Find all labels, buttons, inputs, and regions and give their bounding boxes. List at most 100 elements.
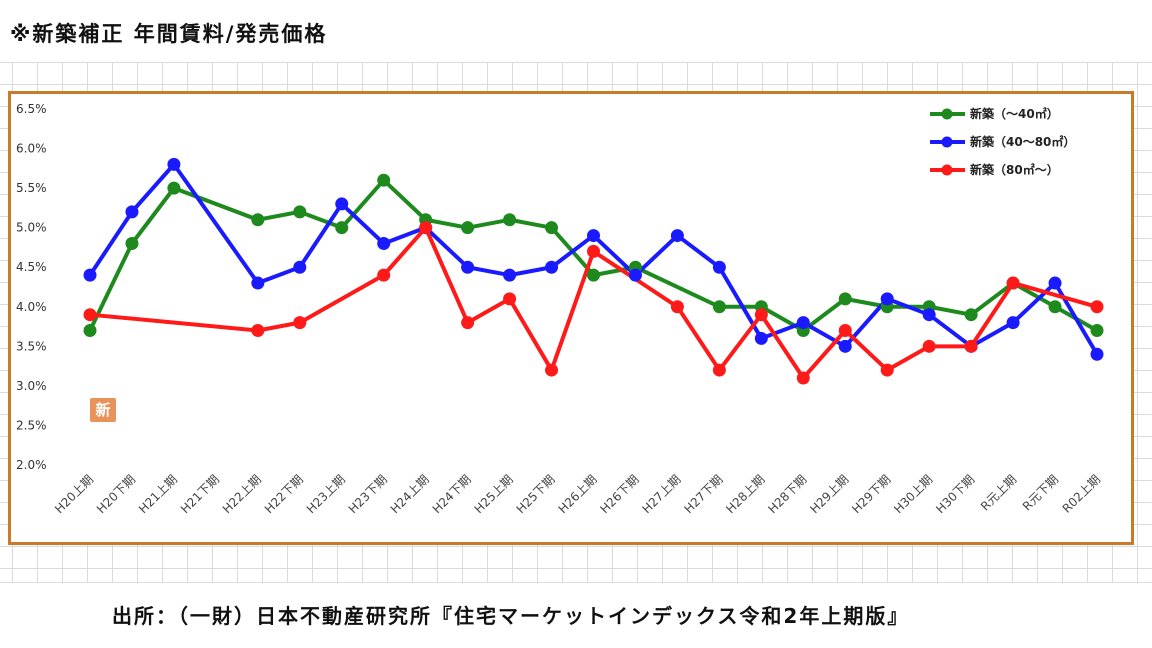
x-tick-label: H21下期 — [178, 472, 222, 516]
data-point — [125, 205, 139, 219]
data-point — [377, 236, 391, 250]
data-point — [1048, 300, 1062, 314]
x-tick-label: R02上期 — [1060, 472, 1104, 516]
y-tick-label: 4.0% — [16, 300, 47, 314]
data-point — [1006, 276, 1020, 290]
legend: 新築（～40㎡） 新築（40～80㎡） 新築（80㎡～） — [930, 106, 1075, 177]
data-point — [83, 268, 97, 282]
data-point — [335, 221, 349, 235]
data-point — [293, 205, 307, 219]
data-point — [1090, 324, 1104, 338]
data-point — [167, 181, 181, 195]
y-axis-ticks: 2.0% 2.5% 3.0% 3.5% 4.0% 4.5% 5.0% 5.5% 6.0% 6.5% — [16, 102, 47, 472]
data-point — [1090, 300, 1104, 314]
y-tick-label: 5.0% — [16, 221, 47, 235]
x-tick-label: H28下期 — [765, 472, 809, 516]
x-tick-label: H30上期 — [891, 472, 935, 516]
data-point — [838, 339, 852, 353]
data-point — [587, 229, 600, 243]
data-point — [754, 331, 768, 345]
data-point — [293, 316, 307, 330]
data-point — [712, 300, 726, 314]
x-tick-label: H27上期 — [639, 472, 683, 516]
x-tick-label: H26下期 — [598, 472, 642, 516]
x-tick-label: H20上期 — [52, 472, 96, 516]
data-point — [670, 300, 684, 314]
x-tick-label: H20下期 — [94, 472, 138, 516]
data-point — [83, 324, 97, 338]
data-point — [545, 260, 559, 274]
y-tick-label: 6.5% — [16, 102, 47, 116]
source-note: 出所：（一財）日本不動産研究所『住宅マーケットインデックス令和2年上期版』 — [112, 604, 910, 628]
data-point — [545, 221, 559, 235]
data-point — [670, 229, 684, 243]
y-tick-label: 2.5% — [16, 418, 47, 432]
page-title: ※新築補正 年間賃料/発売価格 — [10, 22, 328, 46]
data-point — [922, 308, 936, 322]
data-point — [754, 308, 768, 322]
series-line-2 — [88, 162, 1099, 356]
x-tick-label: H25上期 — [472, 472, 516, 516]
data-point — [880, 363, 894, 377]
legend-label: 新築（80㎡～） — [970, 162, 1059, 177]
data-point — [251, 324, 265, 338]
data-point — [587, 268, 600, 282]
data-point — [796, 316, 810, 330]
series-points — [83, 157, 1104, 385]
y-tick-label: 3.0% — [16, 379, 47, 393]
data-point — [964, 308, 978, 322]
title-band — [0, 0, 1152, 63]
x-tick-label: H22下期 — [262, 472, 306, 516]
legend-label: 新築（40～80㎡） — [970, 134, 1075, 149]
data-point — [796, 371, 810, 385]
x-tick-label: H30下期 — [933, 472, 977, 516]
x-tick-label: H29上期 — [807, 472, 851, 516]
data-point — [1006, 316, 1020, 330]
legend-marker — [941, 108, 953, 120]
x-tick-label: H27下期 — [681, 472, 725, 516]
x-tick-label: R元上期 — [978, 472, 1019, 513]
data-point — [251, 276, 265, 290]
x-tick-label: H24上期 — [388, 472, 432, 516]
x-tick-label: R元下期 — [1020, 472, 1061, 513]
x-axis-ticks: H20上期H20下期H21上期H21下期H22上期H22下期H23上期H23下期… — [52, 472, 1103, 516]
data-point — [838, 292, 852, 306]
data-point — [167, 157, 181, 171]
x-tick-label: H21上期 — [136, 472, 180, 516]
data-point — [83, 308, 97, 322]
data-point — [503, 213, 517, 227]
x-tick-label: H25下期 — [514, 472, 558, 516]
data-point — [125, 236, 139, 250]
x-tick-label: H24下期 — [430, 472, 474, 516]
data-point — [964, 339, 978, 353]
data-point — [838, 324, 852, 338]
data-point — [545, 363, 559, 377]
data-point — [335, 197, 349, 211]
x-tick-label: H23上期 — [304, 472, 348, 516]
x-tick-label: H22上期 — [220, 472, 264, 516]
y-tick-label: 2.0% — [16, 458, 47, 472]
x-tick-label: H26上期 — [556, 472, 600, 516]
data-point — [461, 316, 475, 330]
data-point — [1048, 276, 1062, 290]
y-tick-label: 4.5% — [16, 260, 47, 274]
legend-label: 新築（～40㎡） — [970, 106, 1059, 121]
data-point — [712, 363, 726, 377]
data-point — [712, 260, 726, 274]
data-point — [461, 221, 475, 235]
legend-marker — [941, 164, 953, 176]
x-tick-label: H29下期 — [849, 472, 893, 516]
data-point — [880, 292, 894, 306]
data-point — [293, 260, 307, 274]
x-tick-label: H28上期 — [723, 472, 767, 516]
data-point — [922, 339, 936, 353]
data-point — [587, 244, 600, 258]
stamp-icon: 新 — [90, 398, 116, 422]
data-point — [503, 292, 517, 306]
y-tick-label: 5.5% — [16, 181, 47, 195]
data-point — [1090, 347, 1104, 361]
data-point — [461, 260, 475, 274]
y-tick-label: 3.5% — [16, 339, 47, 353]
data-point — [419, 221, 433, 235]
